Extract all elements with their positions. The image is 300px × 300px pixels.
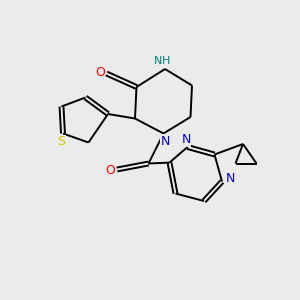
Text: O: O xyxy=(95,65,105,79)
Text: N: N xyxy=(160,135,170,148)
Text: O: O xyxy=(106,164,115,178)
Text: H: H xyxy=(162,56,171,67)
Text: S: S xyxy=(58,135,65,148)
Text: N: N xyxy=(226,172,235,185)
Text: N: N xyxy=(154,56,163,67)
Text: N: N xyxy=(181,133,191,146)
